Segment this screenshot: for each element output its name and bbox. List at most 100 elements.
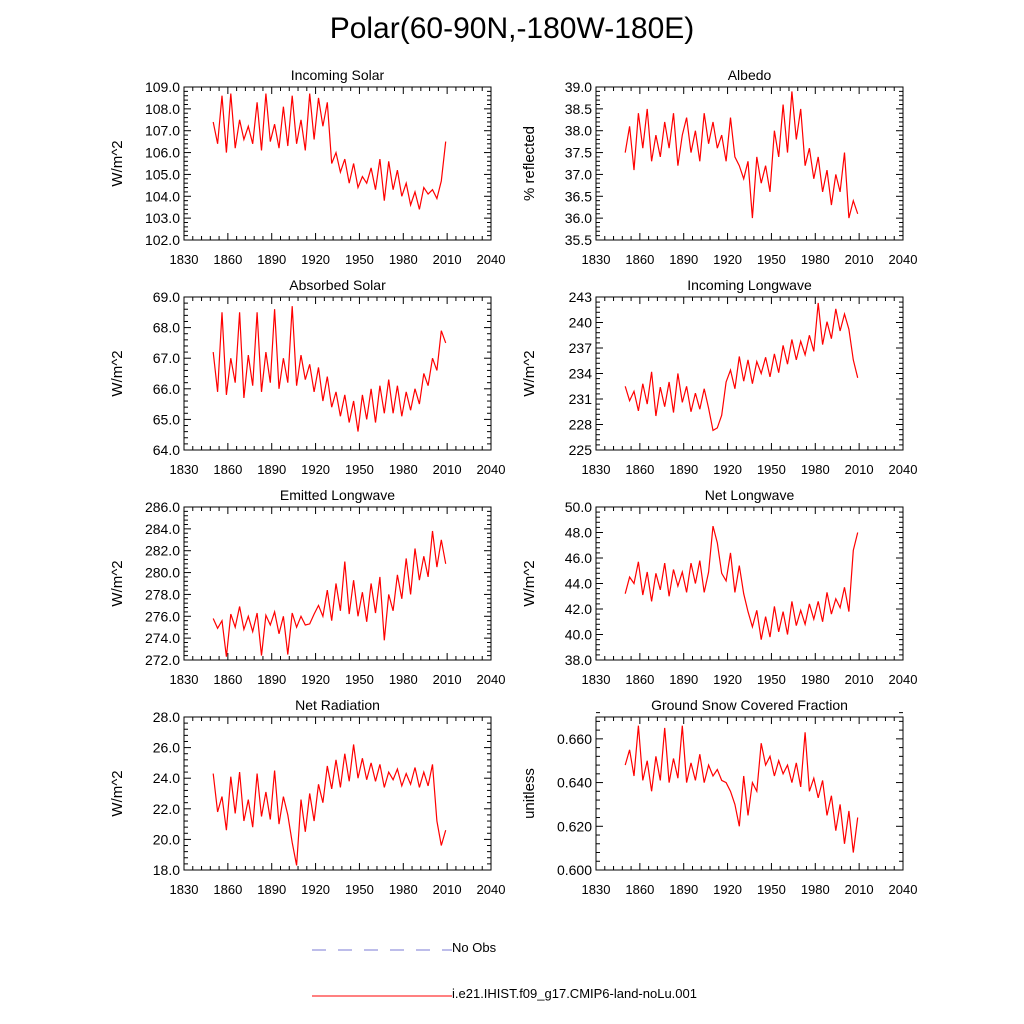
legend-label-no-obs: No Obs: [452, 940, 497, 955]
x-tick-label: 1860: [213, 252, 242, 267]
chart-panel: Albedo % reflected 1830 1860 1890 1920 1950 198…: [521, 67, 917, 267]
y-tick-label: 68.0: [153, 320, 180, 336]
y-tick-label: 35.5: [565, 232, 592, 248]
y-tick-label: 108.0: [145, 101, 180, 117]
x-tick-label: 1950: [757, 672, 786, 687]
chart-frame: [183, 86, 492, 241]
x-tick-label: 1980: [389, 252, 418, 267]
chart-frame: [183, 716, 492, 871]
chart-panel: Ground Snow Covered Fraction unitless 1830…: [521, 697, 917, 897]
x-tick-label: 1830: [582, 252, 611, 267]
y-axis-label: W/m^2: [109, 350, 126, 396]
y-tick-label: 36.0: [565, 210, 592, 226]
x-tick-label: 1950: [757, 462, 786, 477]
x-tick-label: 1830: [170, 672, 199, 687]
y-tick-label: 109.0: [145, 79, 180, 95]
chart-title: Incoming Solar: [291, 67, 385, 83]
y-tick-label: 272.0: [145, 652, 180, 668]
y-axis-label: W/m^2: [109, 770, 126, 816]
y-tick-label: 0.640: [557, 775, 592, 791]
x-tick-label: 1890: [669, 252, 698, 267]
x-tick-label: 2040: [889, 462, 918, 477]
y-tick-label: 20.0: [153, 831, 180, 847]
y-tick-label: 65.0: [153, 411, 180, 427]
chart-title: Emitted Longwave: [280, 487, 395, 503]
x-tick-label: 1890: [669, 672, 698, 687]
y-tick-label: 37.0: [565, 166, 592, 182]
chart-panel: Emitted Longwave W/m^2 1830 1860 1890 1920 195…: [109, 487, 505, 687]
x-tick-label: 1860: [213, 462, 242, 477]
x-tick-label: 2040: [477, 882, 506, 897]
y-tick-label: 39.0: [565, 79, 592, 95]
y-tick-label: 36.5: [565, 188, 592, 204]
y-axis-label: W/m^2: [521, 350, 538, 396]
x-tick-label: 1920: [301, 672, 330, 687]
y-tick-label: 104.0: [145, 188, 180, 204]
series-line: [212, 306, 447, 432]
chart-title: Absorbed Solar: [289, 277, 386, 293]
x-tick-label: 2040: [477, 672, 506, 687]
y-axis-label: W/m^2: [521, 560, 538, 606]
x-tick-label: 1950: [345, 462, 374, 477]
y-tick-label: 282.0: [145, 543, 180, 559]
x-tick-label: 1860: [213, 882, 242, 897]
x-tick-label: 2010: [433, 462, 462, 477]
y-tick-label: 38.0: [565, 652, 592, 668]
x-tick-label: 1830: [582, 882, 611, 897]
y-tick-label: 37.5: [565, 145, 592, 161]
y-axis-label: W/m^2: [109, 560, 126, 606]
chart-panel: Absorbed Solar W/m^2 1830 1860 1890 1920 1950 1…: [109, 277, 505, 477]
y-tick-label: 286.0: [145, 499, 180, 515]
x-tick-label: 1920: [301, 882, 330, 897]
y-axis-label: W/m^2: [109, 140, 126, 186]
x-tick-label: 1980: [801, 462, 830, 477]
x-tick-label: 1950: [345, 882, 374, 897]
x-tick-label: 1830: [170, 462, 199, 477]
y-tick-label: 280.0: [145, 565, 180, 581]
x-tick-label: 1860: [625, 252, 654, 267]
y-tick-label: 228: [569, 417, 593, 433]
x-tick-label: 1890: [257, 462, 286, 477]
y-tick-label: 274.0: [145, 630, 180, 646]
series-line: [212, 530, 447, 657]
x-tick-label: 1890: [257, 882, 286, 897]
x-tick-label: 1950: [345, 252, 374, 267]
x-tick-label: 1890: [257, 672, 286, 687]
legend-label-model-run: i.e21.IHIST.f09_g17.CMIP6-land-noLu.001: [452, 986, 697, 1001]
x-tick-label: 1920: [713, 462, 742, 477]
chart-panel: Incoming Solar W/m^2 1830 1860 1890 1920 1950 1…: [109, 67, 505, 267]
chart-title: Ground Snow Covered Fraction: [651, 697, 848, 713]
chart-title: Net Radiation: [295, 697, 380, 713]
x-tick-label: 1890: [669, 882, 698, 897]
y-tick-label: 28.0: [153, 709, 180, 725]
y-tick-label: 237: [569, 340, 593, 356]
y-tick-label: 106.0: [145, 145, 180, 161]
y-tick-label: 26.0: [153, 740, 180, 756]
x-tick-label: 2040: [889, 252, 918, 267]
x-tick-label: 1920: [301, 462, 330, 477]
x-tick-label: 1920: [713, 882, 742, 897]
series-line: [212, 93, 447, 210]
x-tick-label: 1860: [213, 672, 242, 687]
y-tick-label: 107.0: [145, 123, 180, 139]
y-tick-label: 0.660: [557, 731, 592, 747]
y-tick-label: 44.0: [565, 576, 592, 592]
x-tick-label: 1980: [801, 672, 830, 687]
x-tick-label: 1920: [713, 672, 742, 687]
y-axis-label: unitless: [521, 768, 538, 819]
page-title: Polar(60-90N,-180W-180E): [329, 12, 695, 45]
y-tick-label: 38.0: [565, 123, 592, 139]
y-axis-label: % reflected: [521, 126, 538, 201]
chart-frame: [183, 506, 492, 661]
series-line: [624, 725, 859, 853]
y-tick-label: 40.0: [565, 627, 592, 643]
x-tick-label: 1890: [257, 252, 286, 267]
x-tick-label: 1830: [170, 252, 199, 267]
legend-swatch-model-run: [312, 995, 452, 997]
chart-frame: [595, 506, 904, 661]
y-tick-label: 48.0: [565, 525, 592, 541]
series-line: [624, 91, 859, 219]
y-tick-label: 42.0: [565, 601, 592, 617]
x-tick-label: 1980: [801, 252, 830, 267]
